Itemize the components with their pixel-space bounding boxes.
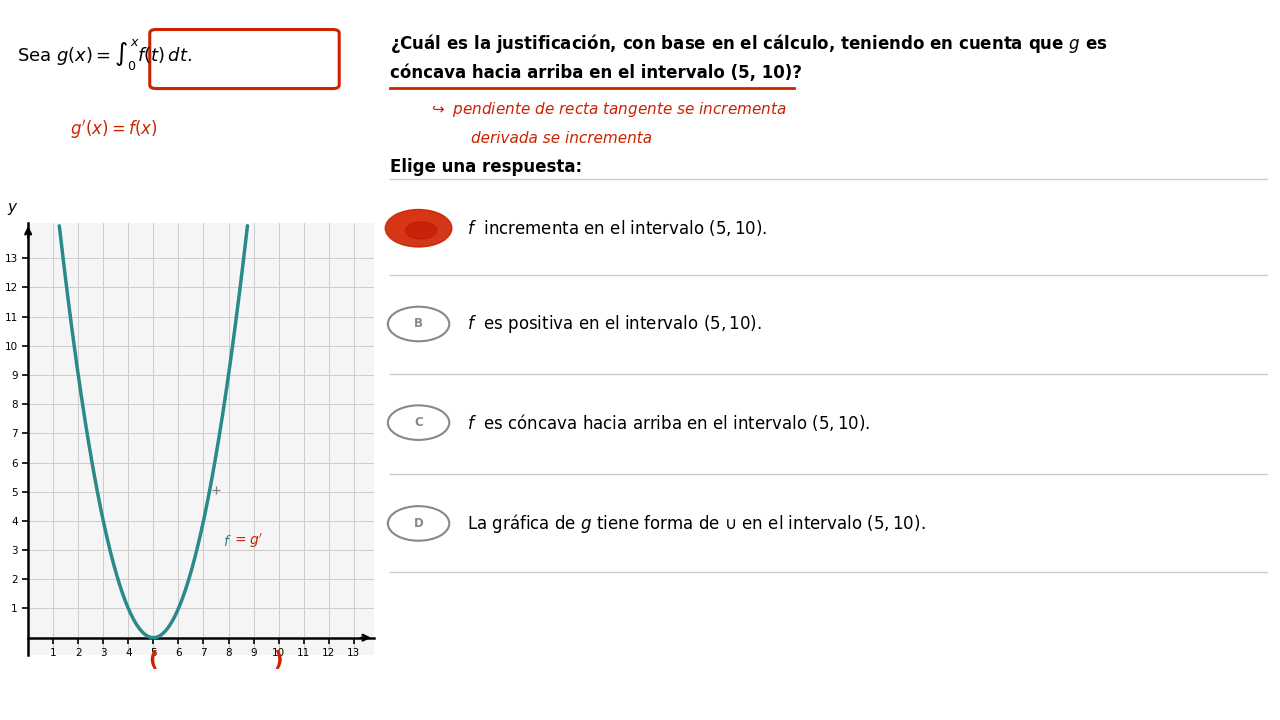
Text: $= g'$: $= g'$ xyxy=(232,532,264,551)
Text: La gráfica de $g$ tiene forma de $\cup$ en el intervalo $(5, 10)$.: La gráfica de $g$ tiene forma de $\cup$ … xyxy=(467,512,925,535)
Text: ): ) xyxy=(274,650,283,670)
Text: cóncava hacia arriba en el intervalo (5, 10)?: cóncava hacia arriba en el intervalo (5,… xyxy=(390,64,803,82)
Text: $f$: $f$ xyxy=(224,534,232,549)
Text: $y$: $y$ xyxy=(8,202,19,217)
Text: $g'(x) = f(x)$: $g'(x) = f(x)$ xyxy=(70,118,157,141)
Text: Elige una respuesta:: Elige una respuesta: xyxy=(390,158,582,176)
Text: $f$  incrementa en el intervalo $(5, 10)$.: $f$ incrementa en el intervalo $(5, 10)$… xyxy=(467,218,768,238)
Text: C: C xyxy=(415,416,422,429)
Text: $\hookrightarrow$ pendiente de recta tangente se incrementa: $\hookrightarrow$ pendiente de recta tan… xyxy=(429,100,787,119)
Text: derivada se incrementa: derivada se incrementa xyxy=(471,131,653,145)
Text: Sea $g(x) = \int_0^x f(t)\,dt.$: Sea $g(x) = \int_0^x f(t)\,dt.$ xyxy=(17,37,192,71)
Text: B: B xyxy=(413,318,424,330)
Text: ¿Cuál es la justificación, con base en el cálculo, teniendo en cuenta que $g$ es: ¿Cuál es la justificación, con base en e… xyxy=(390,32,1108,55)
Text: D: D xyxy=(413,517,424,530)
Text: (: ( xyxy=(148,650,159,670)
Text: $f$  es cóncava hacia arriba en el intervalo $(5, 10)$.: $f$ es cóncava hacia arriba en el interv… xyxy=(467,412,870,433)
Text: $f$  es positiva en el intervalo $(5, 10)$.: $f$ es positiva en el intervalo $(5, 10)… xyxy=(467,313,762,335)
